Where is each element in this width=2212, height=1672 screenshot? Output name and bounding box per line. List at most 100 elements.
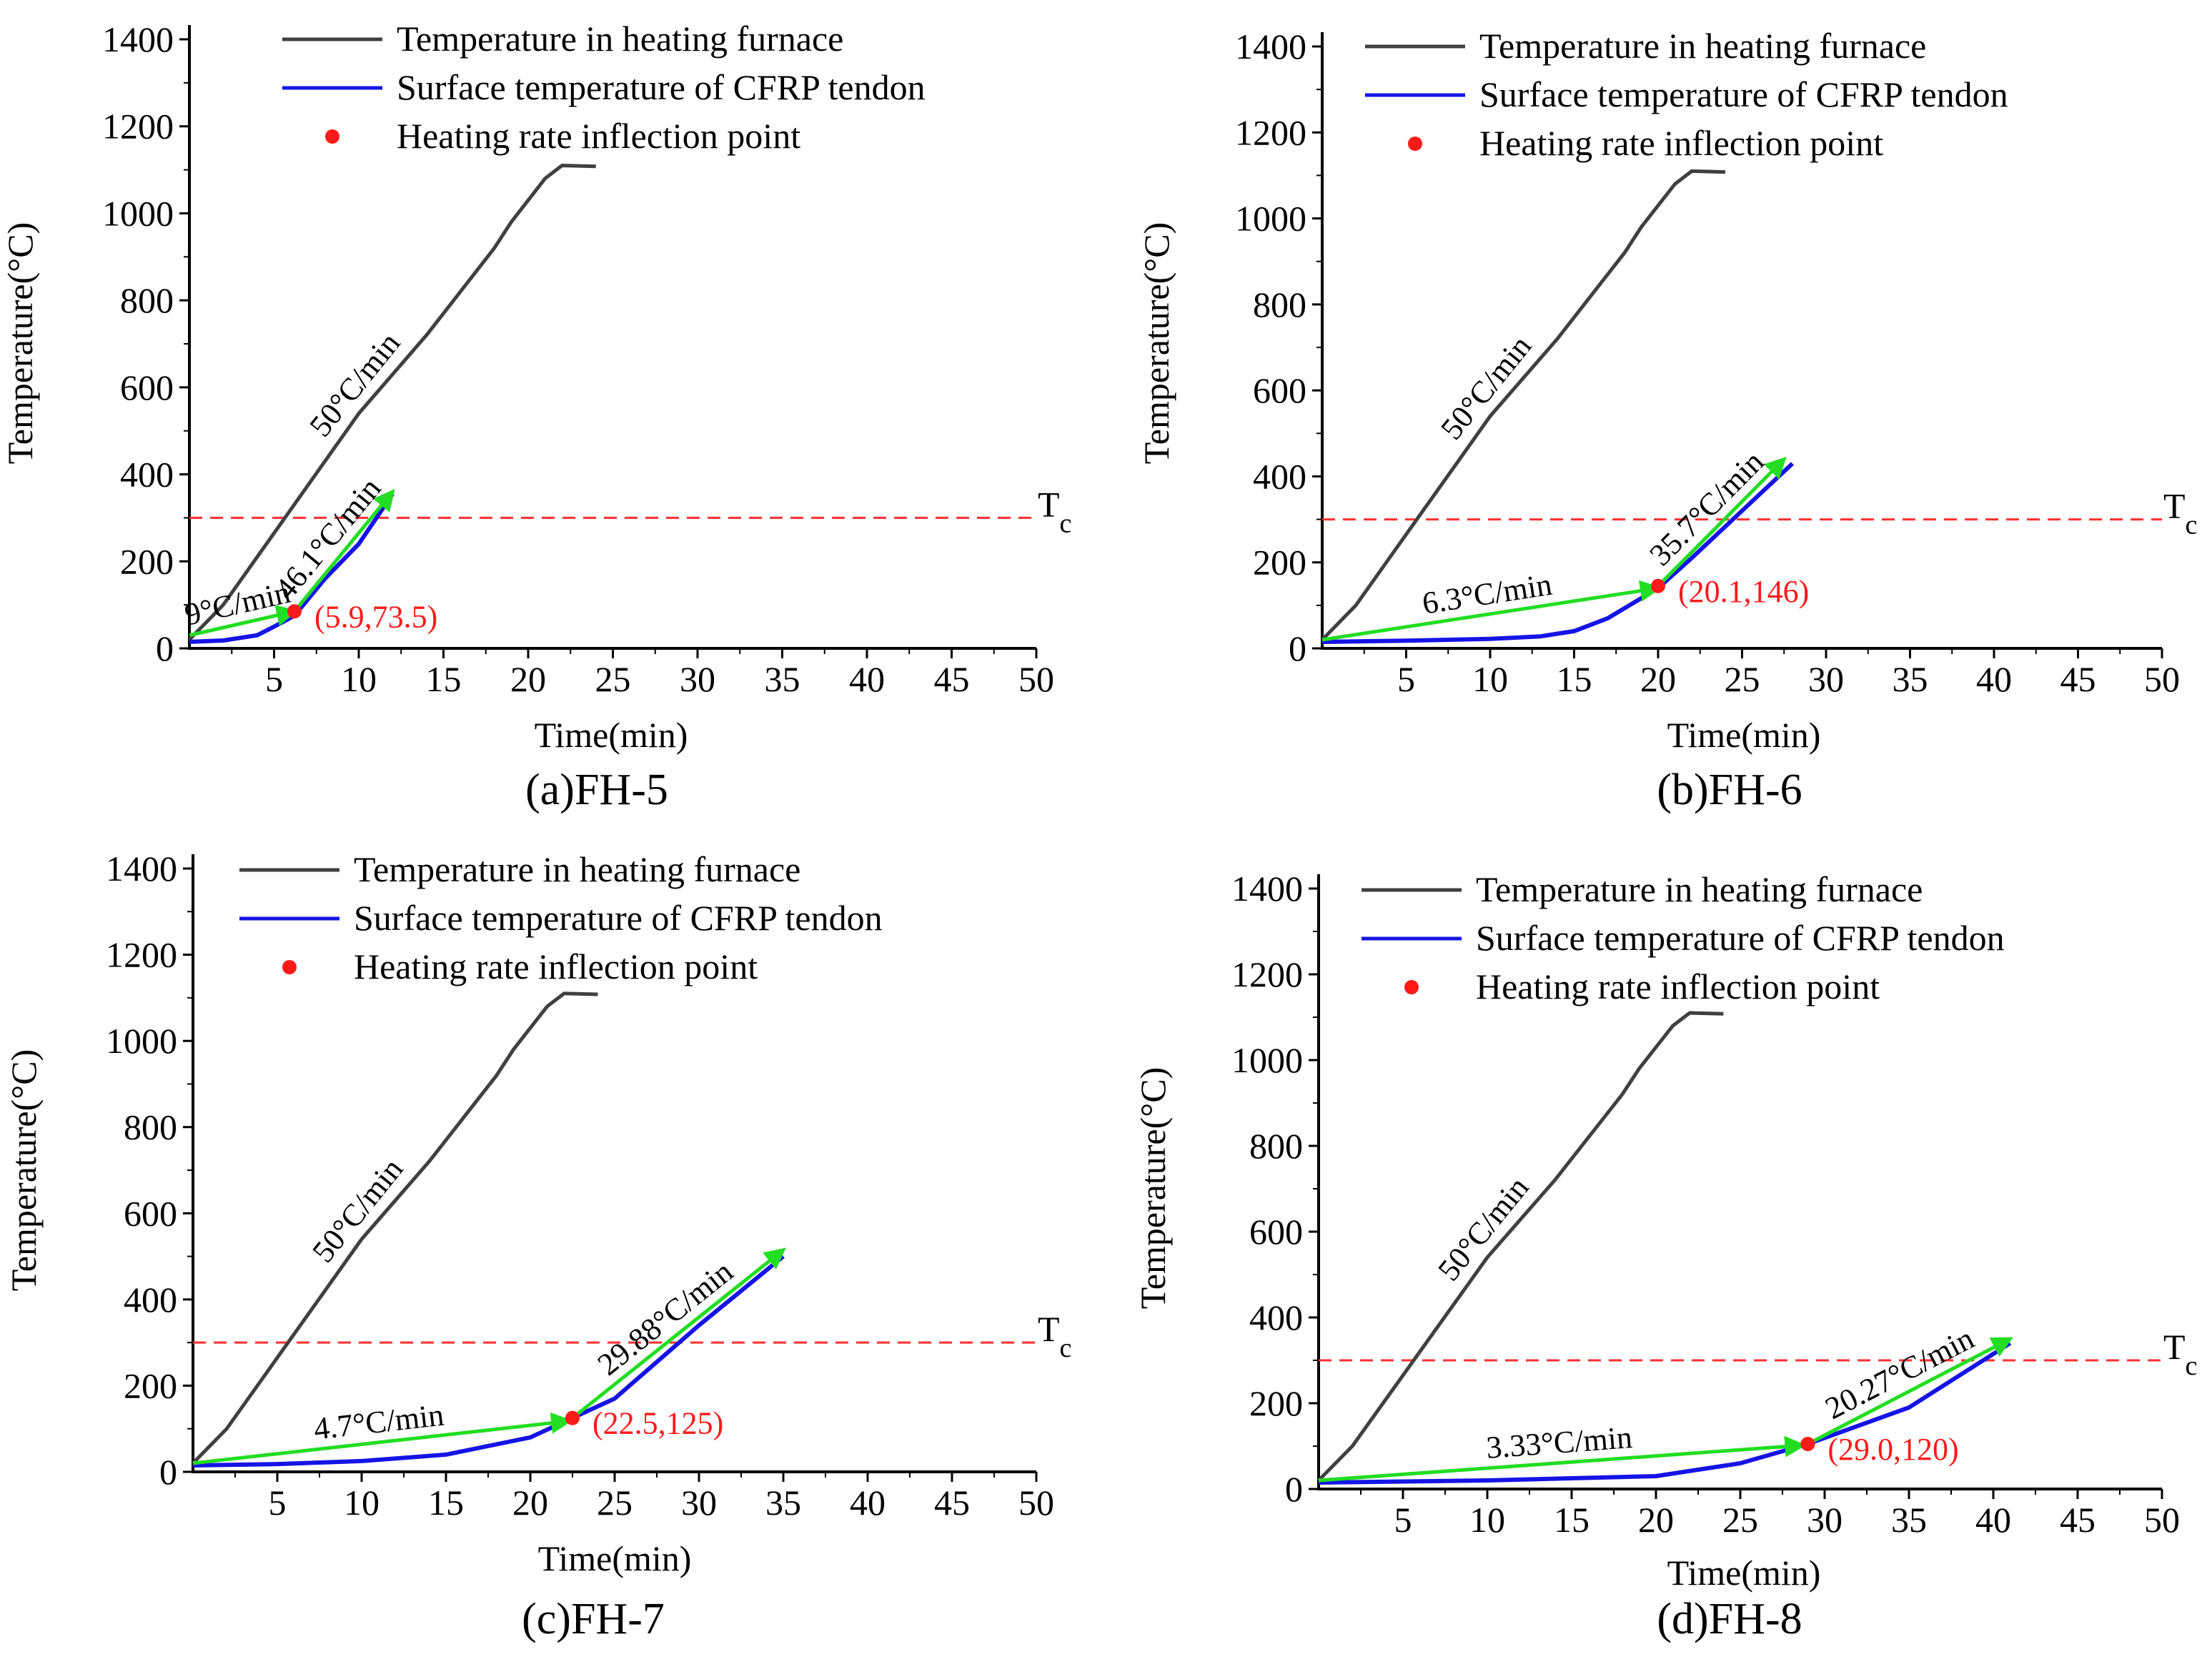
rate-arrow — [1321, 580, 1662, 642]
tc-label: Tc — [1038, 484, 1071, 538]
y-axis-title: Temperature(°C) — [0, 222, 40, 465]
x-tick-label: 15 — [1557, 659, 1592, 699]
x-axis-title: Time(min) — [538, 1538, 692, 1578]
x-axis-title: Time(min) — [535, 715, 688, 755]
y-tick-label: 400 — [1249, 1297, 1303, 1337]
legend-label: Surface temperature of CFRP tendon — [354, 898, 883, 938]
chart-panel-3: 5 10 15 20 25 30 35 40 45 50 0 200 400 600 800 1000 1200… — [4, 849, 1071, 1643]
y-tick-label: 0 — [156, 628, 174, 668]
x-tick-label: 45 — [934, 1483, 970, 1523]
x-tick-label: 10 — [344, 1483, 380, 1523]
x-tick-label: 5 — [1394, 1500, 1412, 1540]
tc-label: Tc — [1038, 1309, 1071, 1363]
legend-label: Heating rate inflection point — [1476, 966, 1880, 1006]
cfrp-surface-temperature-line — [1321, 462, 1795, 644]
y-axis-title: Temperature(°C) — [1133, 1067, 1173, 1310]
rate-label: 46.1°C/min — [268, 471, 388, 606]
y-tick-label: 0 — [159, 1452, 177, 1492]
x-tick-label: 50 — [2144, 659, 2180, 699]
rate-label: 35.7°C/min — [1642, 444, 1770, 573]
furnace-temperature-line — [192, 991, 598, 1465]
inflection-point — [1800, 1437, 1815, 1451]
x-tick-label: 30 — [1807, 1500, 1842, 1540]
legend: Temperature in heating furnace Surface te… — [1362, 869, 2005, 1006]
x-tick-label: 15 — [428, 1483, 464, 1523]
y-tick-label: 1400 — [1231, 869, 1303, 909]
x-tick-label: 10 — [1469, 1500, 1505, 1540]
y-tick-label: 1000 — [106, 1021, 177, 1061]
x-tick-label: 35 — [1893, 659, 1928, 699]
y-tick-label: 0 — [1285, 1469, 1303, 1509]
furnace-temperature-line — [1317, 1011, 1724, 1482]
x-tick-label: 25 — [595, 659, 631, 699]
x-tick-label: 5 — [269, 1483, 287, 1523]
rate-arrow — [571, 1247, 786, 1420]
y-tick-label: 200 — [1249, 1383, 1303, 1423]
rate-label: 29.88°C/min — [591, 1254, 740, 1382]
legend: Temperature in heating furnace Surface te… — [239, 849, 883, 986]
furnace-temperature-line — [1321, 169, 1726, 641]
x-axis-title: Time(min) — [1667, 715, 1821, 755]
panel-caption: (a)FH-5 — [525, 766, 668, 814]
x-tick-label: 20 — [510, 659, 546, 699]
x-tick-label: 45 — [2060, 659, 2096, 699]
legend-label: Surface temperature of CFRP tendon — [397, 67, 926, 107]
x-tick-label: 50 — [1018, 659, 1054, 699]
y-tick-label: 200 — [124, 1365, 177, 1405]
legend-label: Surface temperature of CFRP tendon — [1476, 918, 2005, 958]
x-tick-label: 40 — [1976, 659, 2012, 699]
y-tick-label: 1200 — [1231, 954, 1303, 994]
x-tick-label: 20 — [1640, 659, 1676, 699]
x-tick-label: 30 — [1808, 659, 1844, 699]
furnace-rate-label: 50°C/min — [1434, 329, 1538, 446]
rate-arrow — [192, 1412, 573, 1465]
rate-arrow — [1657, 456, 1787, 588]
x-tick-label: 45 — [2060, 1500, 2096, 1540]
y-tick-label: 600 — [120, 367, 174, 407]
x-tick-label: 30 — [681, 1483, 717, 1523]
legend-inflection-swatch — [1404, 980, 1419, 994]
x-tick-label: 5 — [1397, 659, 1415, 699]
x-tick-label: 35 — [765, 659, 800, 699]
inflection-label: (22.5,125) — [592, 1406, 723, 1441]
y-tick-label: 400 — [1253, 456, 1306, 496]
inflection-point — [287, 604, 302, 619]
x-tick-label: 45 — [934, 659, 970, 699]
legend-label: Temperature in heating furnace — [1476, 869, 1923, 909]
y-axis-title: Temperature(°C) — [1136, 222, 1176, 465]
y-tick-label: 0 — [1289, 628, 1306, 668]
x-tick-label: 20 — [512, 1483, 548, 1523]
rate-arrow — [293, 489, 395, 613]
legend-label: Heating rate inflection point — [397, 116, 800, 156]
x-tick-label: 35 — [1891, 1500, 1927, 1540]
y-tick-label: 1000 — [1235, 199, 1306, 239]
furnace-rate-label: 50°C/min — [1431, 1170, 1535, 1287]
y-tick-label: 1000 — [102, 193, 174, 233]
panel-caption: (c)FH-7 — [522, 1595, 665, 1643]
legend: Temperature in heating furnace Surface te… — [1365, 26, 2008, 163]
chart-panel-2: 5 10 15 20 25 30 35 40 45 50 0 200 400 600 800 1000 1200… — [1136, 26, 2197, 814]
y-tick-label: 1200 — [102, 107, 174, 147]
y-tick-label: 800 — [124, 1107, 177, 1147]
y-tick-label: 1400 — [1235, 26, 1306, 66]
cfrp-surface-temperature-line — [1318, 1341, 2012, 1485]
legend-inflection-swatch — [282, 960, 297, 974]
inflection-label: (5.9,73.5) — [314, 599, 437, 634]
furnace-rate-label: 50°C/min — [305, 1152, 410, 1269]
y-tick-label: 600 — [1249, 1212, 1303, 1252]
inflection-label: (20.1,146) — [1678, 574, 1809, 609]
x-tick-label: 30 — [680, 659, 715, 699]
x-tick-label: 15 — [1554, 1500, 1589, 1540]
furnace-rate-label: 50°C/min — [302, 326, 407, 443]
rate-arrow — [189, 605, 298, 638]
y-tick-label: 400 — [124, 1280, 177, 1320]
legend-inflection-swatch — [325, 129, 339, 144]
x-tick-label: 15 — [426, 659, 462, 699]
y-tick-label: 1200 — [1235, 112, 1306, 152]
x-tick-label: 10 — [1472, 659, 1508, 699]
legend-label: Heating rate inflection point — [1479, 123, 1883, 163]
y-tick-label: 600 — [1253, 370, 1306, 410]
x-tick-label: 5 — [265, 659, 283, 699]
rate-label: 4.7°C/min — [312, 1398, 445, 1447]
